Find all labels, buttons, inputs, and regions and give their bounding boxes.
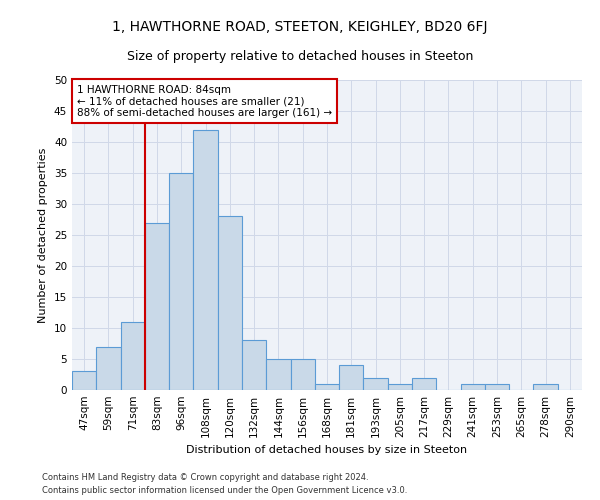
Bar: [96, 346, 121, 390]
Bar: [218, 216, 242, 390]
Bar: [145, 222, 169, 390]
Text: 1 HAWTHORNE ROAD: 84sqm
← 11% of detached houses are smaller (21)
88% of semi-de: 1 HAWTHORNE ROAD: 84sqm ← 11% of detache…: [77, 84, 332, 118]
Text: Contains HM Land Registry data © Crown copyright and database right 2024.: Contains HM Land Registry data © Crown c…: [42, 474, 368, 482]
Bar: [388, 384, 412, 390]
Bar: [412, 378, 436, 390]
Bar: [72, 372, 96, 390]
Bar: [364, 378, 388, 390]
Bar: [193, 130, 218, 390]
Bar: [339, 365, 364, 390]
Bar: [242, 340, 266, 390]
Y-axis label: Number of detached properties: Number of detached properties: [38, 148, 49, 322]
Bar: [315, 384, 339, 390]
Bar: [485, 384, 509, 390]
Bar: [290, 359, 315, 390]
Bar: [121, 322, 145, 390]
X-axis label: Distribution of detached houses by size in Steeton: Distribution of detached houses by size …: [187, 446, 467, 456]
Bar: [169, 173, 193, 390]
Text: 1, HAWTHORNE ROAD, STEETON, KEIGHLEY, BD20 6FJ: 1, HAWTHORNE ROAD, STEETON, KEIGHLEY, BD…: [112, 20, 488, 34]
Text: Size of property relative to detached houses in Steeton: Size of property relative to detached ho…: [127, 50, 473, 63]
Text: Contains public sector information licensed under the Open Government Licence v3: Contains public sector information licen…: [42, 486, 407, 495]
Bar: [461, 384, 485, 390]
Bar: [533, 384, 558, 390]
Bar: [266, 359, 290, 390]
